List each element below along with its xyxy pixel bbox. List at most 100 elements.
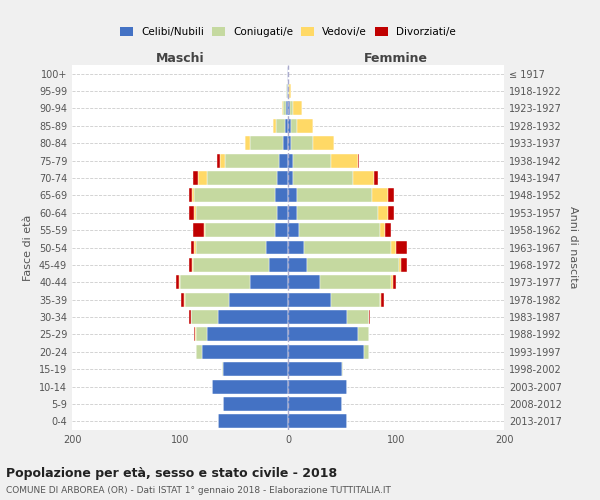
Bar [286,102,288,116]
Bar [288,258,307,272]
Bar [374,171,377,185]
Bar [250,136,283,150]
Text: Maschi: Maschi [155,52,205,65]
Bar [288,240,304,254]
Bar [293,171,353,185]
Bar [280,154,288,168]
Bar [364,345,369,358]
Bar [188,206,194,220]
Bar [288,414,347,428]
Bar [288,171,293,185]
Bar [223,397,288,411]
Bar [218,310,288,324]
Bar [396,240,407,254]
Bar [220,154,226,168]
Bar [331,154,358,168]
Bar [222,362,223,376]
Bar [283,136,288,150]
Bar [192,188,194,202]
Bar [194,240,196,254]
Bar [377,206,388,220]
Bar [393,276,396,289]
Bar [269,258,288,272]
Bar [293,154,331,168]
Bar [281,102,283,116]
Bar [285,119,288,133]
Bar [288,223,299,237]
Bar [184,292,185,306]
Bar [288,362,342,376]
Bar [180,276,250,289]
Bar [194,328,195,342]
Bar [296,119,313,133]
Bar [287,66,288,80]
Legend: Celibi/Nubili, Coniugati/e, Vedovi/e, Divorziati/e: Celibi/Nubili, Coniugati/e, Vedovi/e, Di… [116,23,460,42]
Bar [276,119,285,133]
Bar [179,276,180,289]
Bar [385,223,391,237]
Bar [291,119,296,133]
Bar [283,102,286,116]
Bar [193,171,199,185]
Bar [250,276,288,289]
Bar [185,292,229,306]
Bar [176,276,179,289]
Text: COMUNE DI ARBOREA (OR) - Dati ISTAT 1° gennaio 2018 - Elaborazione TUTTITALIA.IT: COMUNE DI ARBOREA (OR) - Dati ISTAT 1° g… [6,486,391,495]
Bar [193,223,204,237]
Bar [205,223,275,237]
Bar [196,328,207,342]
Bar [196,206,277,220]
Bar [191,240,194,254]
Bar [229,292,288,306]
Bar [273,119,276,133]
Bar [287,84,288,98]
Bar [194,206,196,220]
Bar [342,362,343,376]
Bar [195,328,196,342]
Bar [288,102,290,116]
Bar [358,328,369,342]
Bar [299,223,380,237]
Bar [223,362,288,376]
Bar [296,188,372,202]
Bar [289,84,291,98]
Bar [304,240,391,254]
Bar [401,258,407,272]
Text: Femmine: Femmine [364,52,428,65]
Bar [372,188,388,202]
Bar [320,276,391,289]
Bar [380,292,381,306]
Bar [288,345,364,358]
Bar [288,397,342,411]
Bar [288,380,347,394]
Bar [288,154,293,168]
Text: Popolazione per età, sesso e stato civile - 2018: Popolazione per età, sesso e stato civil… [6,468,337,480]
Bar [194,188,275,202]
Bar [266,240,288,254]
Bar [290,102,293,116]
Bar [353,171,374,185]
Bar [307,258,399,272]
Bar [291,136,313,150]
Bar [288,310,347,324]
Bar [288,292,331,306]
Bar [391,276,393,289]
Bar [381,292,384,306]
Bar [288,276,320,289]
Bar [226,154,280,168]
Bar [286,84,287,98]
Y-axis label: Anni di nascita: Anni di nascita [568,206,578,289]
Bar [369,310,370,324]
Bar [275,188,288,202]
Bar [217,154,220,168]
Bar [188,258,192,272]
Bar [196,345,202,358]
Bar [296,206,377,220]
Bar [275,223,288,237]
Bar [212,380,288,394]
Bar [193,258,269,272]
Bar [288,206,296,220]
Bar [181,292,184,306]
Bar [188,188,192,202]
Bar [388,188,394,202]
